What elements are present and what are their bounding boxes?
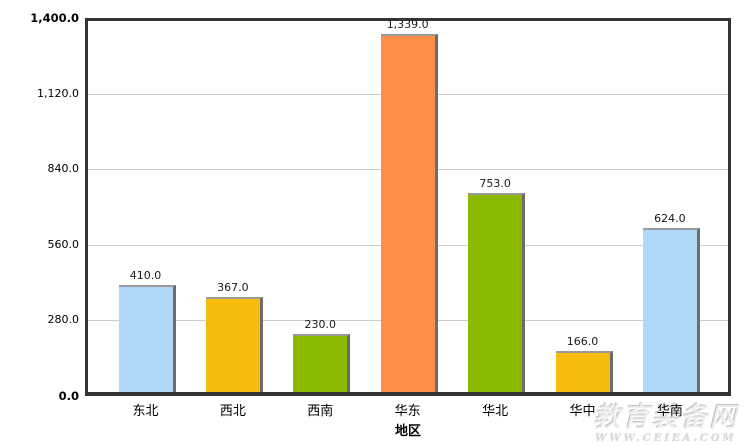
bar-3[interactable] [293,334,351,396]
y-tick-label: 1,400.0 [30,11,79,25]
y-tick-label: 280.0 [47,313,80,326]
category-label: 西南 [307,404,334,419]
y-tick-label: 560.0 [47,238,80,251]
y-tick-label: 840.0 [47,162,80,175]
bar-7[interactable] [642,228,700,396]
bar-value-label: 410.0 [129,269,162,282]
bar-4[interactable] [380,34,438,396]
category-label: 华中 [569,404,596,419]
bar-6[interactable] [555,351,613,396]
category-label: 华南 [656,404,683,419]
bar-value-label: 230.0 [304,318,337,331]
category-label: 西北 [219,404,246,419]
category-label: 华北 [482,404,509,419]
x-axis-title: 地区 [394,424,421,439]
category-label: 东北 [132,404,159,419]
bar-value-label: 753.0 [479,177,511,190]
category-label: 华东 [394,404,421,419]
y-tick-label: 1,120.0 [37,87,79,100]
y-tick-label: 0.0 [58,389,79,403]
bar-1[interactable] [118,285,176,396]
bar-value-label: 624.0 [654,212,686,225]
plot-area: 410.0 367.0 230.0 1,339.0 753.0 166.0 624.0 [85,18,731,396]
bar-value-label: 367.0 [217,281,249,294]
bar-value-label: 1,339.0 [386,18,429,31]
bar-2[interactable] [205,297,263,396]
bar-value-label: 166.0 [566,335,599,348]
bar-5[interactable] [468,193,526,396]
